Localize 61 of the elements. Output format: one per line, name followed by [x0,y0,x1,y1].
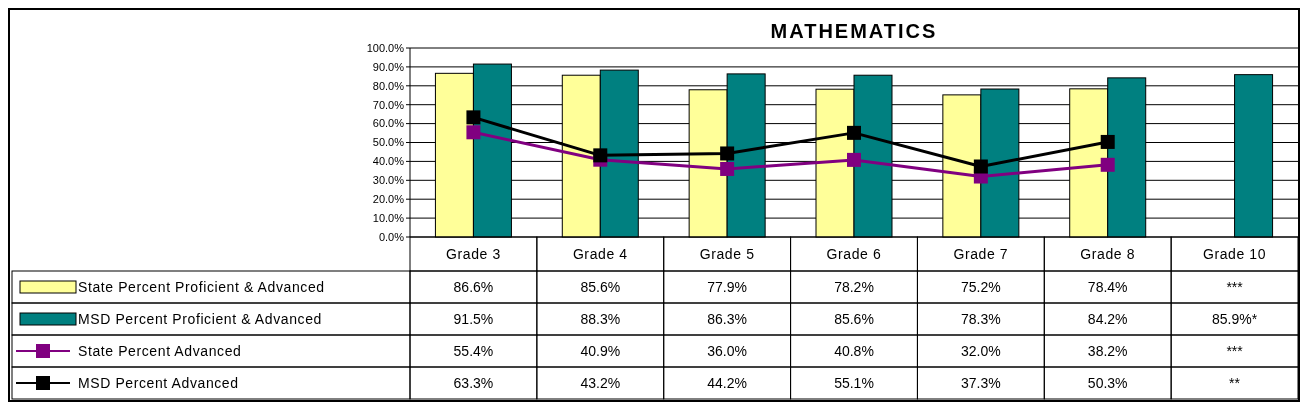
x-tick-label: Grade 3 [446,245,501,262]
data-label: 88.3% [580,310,621,327]
data-label: 37.3% [961,374,1001,391]
data-label: 38.2% [1087,342,1128,359]
text: ** [1229,374,1241,391]
data-label: 44.2% [707,374,747,391]
data-label: 86.3% [707,310,747,327]
x-tick-label: Grade 4 [572,245,628,262]
data-label: 91.5% [453,310,494,327]
y-tick-label: 80.0% [372,79,405,92]
data-label: 77.9% [707,278,747,295]
data-label: 40.8% [834,342,874,359]
data-label: 55.4% [453,342,494,359]
data-label: 43.2% [580,374,621,391]
y-tick-label: 0.0% [378,230,405,243]
data-label: 85.9%* [1211,310,1258,327]
data-label: 85.6% [580,278,621,295]
point [973,159,988,174]
y-tick-label: 60.0% [372,117,405,130]
point [593,148,608,163]
text: *** [1226,278,1243,295]
y-tick-label: 20.0% [372,193,405,206]
point [466,125,481,140]
x-tick-label: Grade 6 [826,245,882,262]
y-tick-label: 30.0% [372,174,405,187]
y-tick-label: 100.0% [366,41,405,54]
data-label: 63.3% [453,374,494,391]
data-label: 36.0% [707,342,747,359]
x-tick-label: Grade 10 [1202,245,1267,262]
point [1100,134,1115,149]
data-label: 78.2% [834,278,874,295]
data-label: 55.1% [834,374,874,391]
point [1100,157,1115,172]
point [466,110,481,125]
x-tick-label: Grade 8 [1080,245,1136,262]
text: *** [1226,342,1243,359]
data-label: 84.2% [1087,310,1128,327]
chart-title: MATHEMATICS [770,20,938,42]
data-label: 40.9% [580,342,621,359]
point [720,161,735,176]
legend-label: MSD Percent Proficient & Advanced [78,310,322,327]
legend-label: State Percent Proficient & Advanced [78,278,325,295]
point [720,146,735,161]
point [847,152,861,167]
x-tick-label: Grade 5 [699,245,755,262]
point [847,125,861,140]
data-label: 85.6% [834,310,874,327]
y-tick-label: 90.0% [372,60,405,73]
x-tick-label: Grade 7 [953,245,1009,262]
y-tick-label: 10.0% [372,211,405,224]
legend-label: MSD Percent Advanced [78,374,239,391]
data-label: 78.3% [961,310,1001,327]
data-label: 32.0% [961,342,1001,359]
y-tick-label: 40.0% [372,155,405,168]
data-label: 86.6% [453,278,494,295]
data-label: 50.3% [1087,374,1128,391]
y-tick-label: 50.0% [372,136,405,149]
data-label: 75.2% [961,278,1001,295]
data-label: 78.4% [1087,278,1128,295]
y-tick-label: 70.0% [372,98,405,111]
legend-label: State Percent Advanced [78,342,242,359]
